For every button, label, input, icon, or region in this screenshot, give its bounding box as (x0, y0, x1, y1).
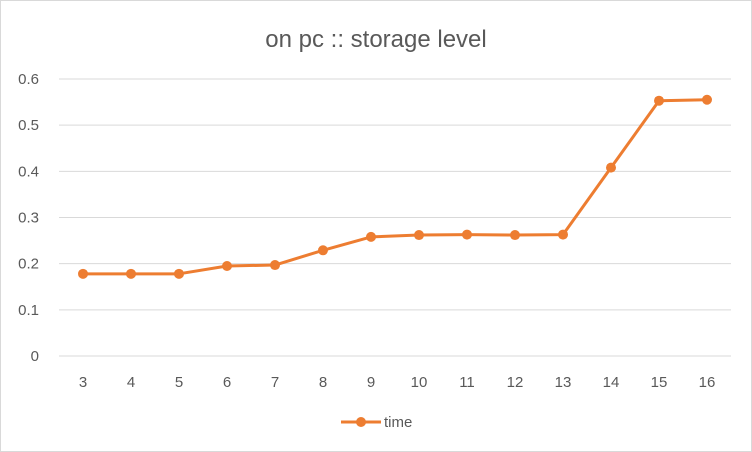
data-point (78, 268, 88, 279)
data-point (222, 260, 232, 271)
y-tick-label: 0.2 (18, 256, 39, 273)
series-layer (78, 94, 712, 279)
y-tick-label: 0.3 (18, 210, 39, 227)
x-tick-label: 13 (555, 374, 572, 391)
legend: time (341, 414, 412, 431)
legend-label: time (384, 414, 412, 431)
data-point (174, 268, 184, 279)
data-point (270, 260, 280, 271)
x-tick-label: 7 (271, 374, 279, 391)
y-tick-label: 0.6 (18, 71, 39, 88)
x-tick-label: 15 (651, 374, 668, 391)
y-tick-label: 0.1 (18, 302, 39, 319)
x-tick-label: 4 (127, 374, 135, 391)
data-point (366, 231, 376, 242)
x-tick-label: 8 (319, 374, 327, 391)
x-tick-label: 6 (223, 374, 231, 391)
x-tick-label: 16 (699, 374, 716, 391)
gridlines (59, 78, 731, 357)
y-tick-label: 0.5 (18, 117, 39, 134)
y-tick-label: 0.4 (18, 163, 39, 180)
x-tick-label: 9 (367, 374, 375, 391)
x-tick-label: 14 (603, 374, 620, 391)
x-tick-label: 12 (507, 374, 524, 391)
y-axis-ticks: 0 0.1 0.2 0.3 0.4 0.5 0.6 (18, 71, 39, 365)
x-tick-label: 11 (459, 374, 475, 391)
x-tick-label: 5 (175, 374, 183, 391)
data-point (414, 230, 424, 241)
series-line-time (81, 98, 709, 276)
data-point (654, 95, 664, 106)
chart-title: on pc :: storage level (265, 26, 486, 53)
data-point (606, 162, 616, 173)
y-tick-label: 0 (31, 348, 39, 365)
data-point (126, 268, 136, 279)
data-point (462, 229, 472, 240)
data-point (318, 245, 328, 256)
x-axis-ticks: 3 4 5 6 7 8 9 10 11 12 13 14 15 16 (79, 374, 716, 391)
x-tick-label: 10 (411, 374, 428, 391)
legend-marker (356, 417, 366, 427)
data-point (510, 230, 520, 241)
data-point (558, 229, 568, 240)
x-tick-label: 3 (79, 374, 87, 391)
data-point (702, 94, 712, 105)
